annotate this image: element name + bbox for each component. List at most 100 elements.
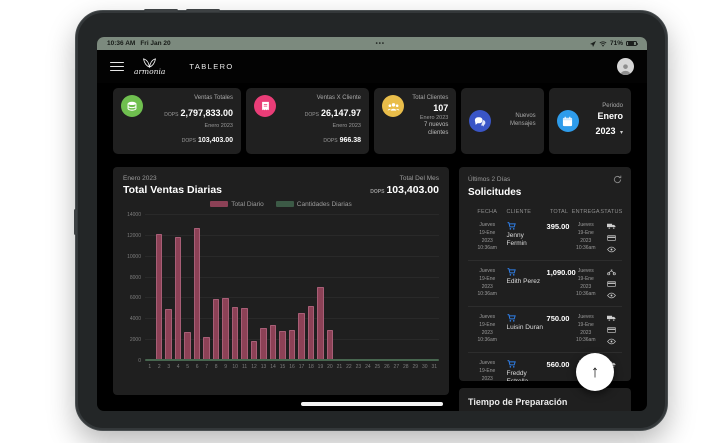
card-ventas-totales[interactable]: Ventas Totales DOPS 2,797,833.00 Enero 20… xyxy=(113,88,241,154)
x-tick-label: 7 xyxy=(205,364,209,370)
x-tick-label: 2 xyxy=(157,364,161,370)
screen: 10:36 AM Fri Jan 20 ••• 71% armonia xyxy=(97,37,647,411)
solicitud-row[interactable]: Jueves 19-Ene 2023 10:36am Edith Perez 1,090.… xyxy=(468,261,622,307)
kpi-cards: Ventas Totales DOPS 2,797,833.00 Enero 20… xyxy=(113,88,631,154)
card-period: Enero 2023 xyxy=(204,122,233,129)
x-tick-label: 9 xyxy=(224,364,227,370)
bar-day-8[interactable] xyxy=(212,299,220,361)
bar-slot xyxy=(221,215,230,361)
payment-icon[interactable] xyxy=(606,234,616,242)
bar-day-12[interactable] xyxy=(250,341,258,361)
bar-day-5[interactable] xyxy=(184,331,191,361)
bar-day-20[interactable] xyxy=(326,329,334,361)
bar-day-17[interactable] xyxy=(298,313,305,361)
card-nuevos-mensajes[interactable]: Nuevos Mensajes xyxy=(461,88,544,154)
avatar[interactable] xyxy=(617,58,634,75)
bar-day-19[interactable] xyxy=(317,286,324,361)
solicitudes-columns: FECHA CLIENTE TOTAL ENTREGA STATUS xyxy=(468,209,622,215)
total-cell: 750.00 xyxy=(546,314,570,323)
card-title: Nuevos Mensajes xyxy=(509,113,536,127)
multitask-dots: ••• xyxy=(375,40,385,47)
bar-day-4[interactable] xyxy=(174,236,182,361)
entrega-cell: Jueves 19-Ene 2023 10:36am xyxy=(576,222,596,252)
bar-day-3[interactable] xyxy=(165,308,172,361)
chart-x-axis: 1 2 3 4 5 6 7 8 9 10 11 12 13 14 15 16 17 18 19 20 21 22 23 24 2… xyxy=(145,364,439,370)
eye-icon[interactable] xyxy=(606,292,616,300)
bar-slot xyxy=(382,215,391,361)
battery-icon xyxy=(626,40,638,47)
card-periodo[interactable]: Periodo Enero 2023 ▾ xyxy=(548,88,631,154)
volume-down-button xyxy=(186,9,220,12)
bar-day-18[interactable] xyxy=(307,305,315,361)
bar-day-11[interactable] xyxy=(241,307,248,361)
bar-slot xyxy=(145,215,154,361)
clients-icon xyxy=(382,95,404,117)
eye-icon[interactable] xyxy=(606,338,616,346)
bar-slot xyxy=(249,215,258,361)
payment-icon[interactable] xyxy=(606,326,616,334)
bar-day-7[interactable] xyxy=(203,337,210,361)
x-tick-label: 4 xyxy=(176,364,180,370)
y-tick-label: 14000 xyxy=(127,212,141,218)
x-tick-label: 15 xyxy=(279,364,286,370)
card-ventas-x-cliente[interactable]: Ventas X Cliente DOPS 26,147.97 Enero 202… xyxy=(246,88,369,154)
legend-total-diario[interactable]: Total Diario xyxy=(210,201,264,208)
x-tick-label: 30 xyxy=(422,364,428,370)
bar-slot xyxy=(278,215,287,361)
bar-slot xyxy=(230,215,239,361)
tiempo-panel[interactable]: Tiempo de Preparación xyxy=(459,388,631,411)
x-tick-label: 14 xyxy=(270,364,276,370)
refresh-icon[interactable] xyxy=(613,175,622,184)
period-year: 2023 xyxy=(595,125,616,136)
bar-day-9[interactable] xyxy=(222,298,229,361)
x-tick-label: 20 xyxy=(327,364,333,370)
column-header-cliente: CLIENTE xyxy=(506,209,532,215)
bar-day-16[interactable] xyxy=(288,329,296,361)
gridline xyxy=(145,214,439,215)
bar-day-10[interactable] xyxy=(231,306,239,361)
bar-slot xyxy=(240,215,249,361)
card-title: Ventas X Cliente xyxy=(316,95,361,101)
x-tick-label: 6 xyxy=(195,364,199,370)
bar-day-13[interactable] xyxy=(260,327,267,361)
menu-button[interactable] xyxy=(110,61,124,72)
total-cell: 1,090.00 xyxy=(546,268,576,277)
card-total-clientes[interactable]: Total Clientes 107 Enero 2023 7 nuevos c… xyxy=(374,88,457,154)
card-title: Ventas Totales xyxy=(194,95,233,101)
solicitudes-rows: Jueves 19-Ene 2023 10:36am Jenny Fermin 395.0… xyxy=(468,215,622,381)
bar-day-15[interactable] xyxy=(279,330,286,361)
period-year-select[interactable]: 2023 ▾ xyxy=(585,121,623,139)
gridline xyxy=(145,318,439,320)
total-cell: 395.00 xyxy=(546,222,570,231)
bar-slot xyxy=(430,215,439,361)
bar-day-2[interactable] xyxy=(156,233,163,361)
x-tick-label: 26 xyxy=(384,364,390,370)
bar-slot xyxy=(259,215,268,361)
cliente-name: Freddy Estrella xyxy=(506,370,529,381)
x-tick-label: 16 xyxy=(289,364,295,370)
x-tick-label: 21 xyxy=(336,364,343,370)
payment-icon[interactable] xyxy=(606,280,616,288)
legend-cantidades-diarias[interactable]: Cantidades Diarias xyxy=(275,201,352,208)
coins-icon xyxy=(121,95,143,117)
scroll-top-button[interactable]: ↑ xyxy=(576,353,614,391)
bar-day-14[interactable] xyxy=(269,324,277,361)
truck-icon[interactable] xyxy=(606,222,616,230)
bar-slot xyxy=(287,215,296,361)
chart-legend: Total Diario Cantidades Diarias xyxy=(123,201,439,208)
battery-percent: 71% xyxy=(609,40,623,47)
y-tick-label: 2000 xyxy=(129,337,141,344)
solicitud-row[interactable]: Jueves 19-Ene 2023 10:36am Jenny Fermin 395.0… xyxy=(468,215,622,261)
bar-slot xyxy=(192,215,201,361)
x-tick-label: 10 xyxy=(232,364,238,370)
truck-icon[interactable] xyxy=(606,314,616,322)
home-indicator[interactable] xyxy=(301,402,443,406)
eye-icon[interactable] xyxy=(606,246,616,254)
bar-day-6[interactable] xyxy=(193,227,201,361)
chart-period: Enero 2023 xyxy=(123,175,157,182)
bar-slot xyxy=(363,215,372,361)
x-tick-label: 1 xyxy=(148,364,152,370)
x-tick-label: 29 xyxy=(412,364,419,370)
motorcycle-icon[interactable] xyxy=(606,268,616,276)
solicitud-row[interactable]: Jueves 19-Ene 2023 10:36am Luisin Duran 750.0… xyxy=(468,307,622,353)
